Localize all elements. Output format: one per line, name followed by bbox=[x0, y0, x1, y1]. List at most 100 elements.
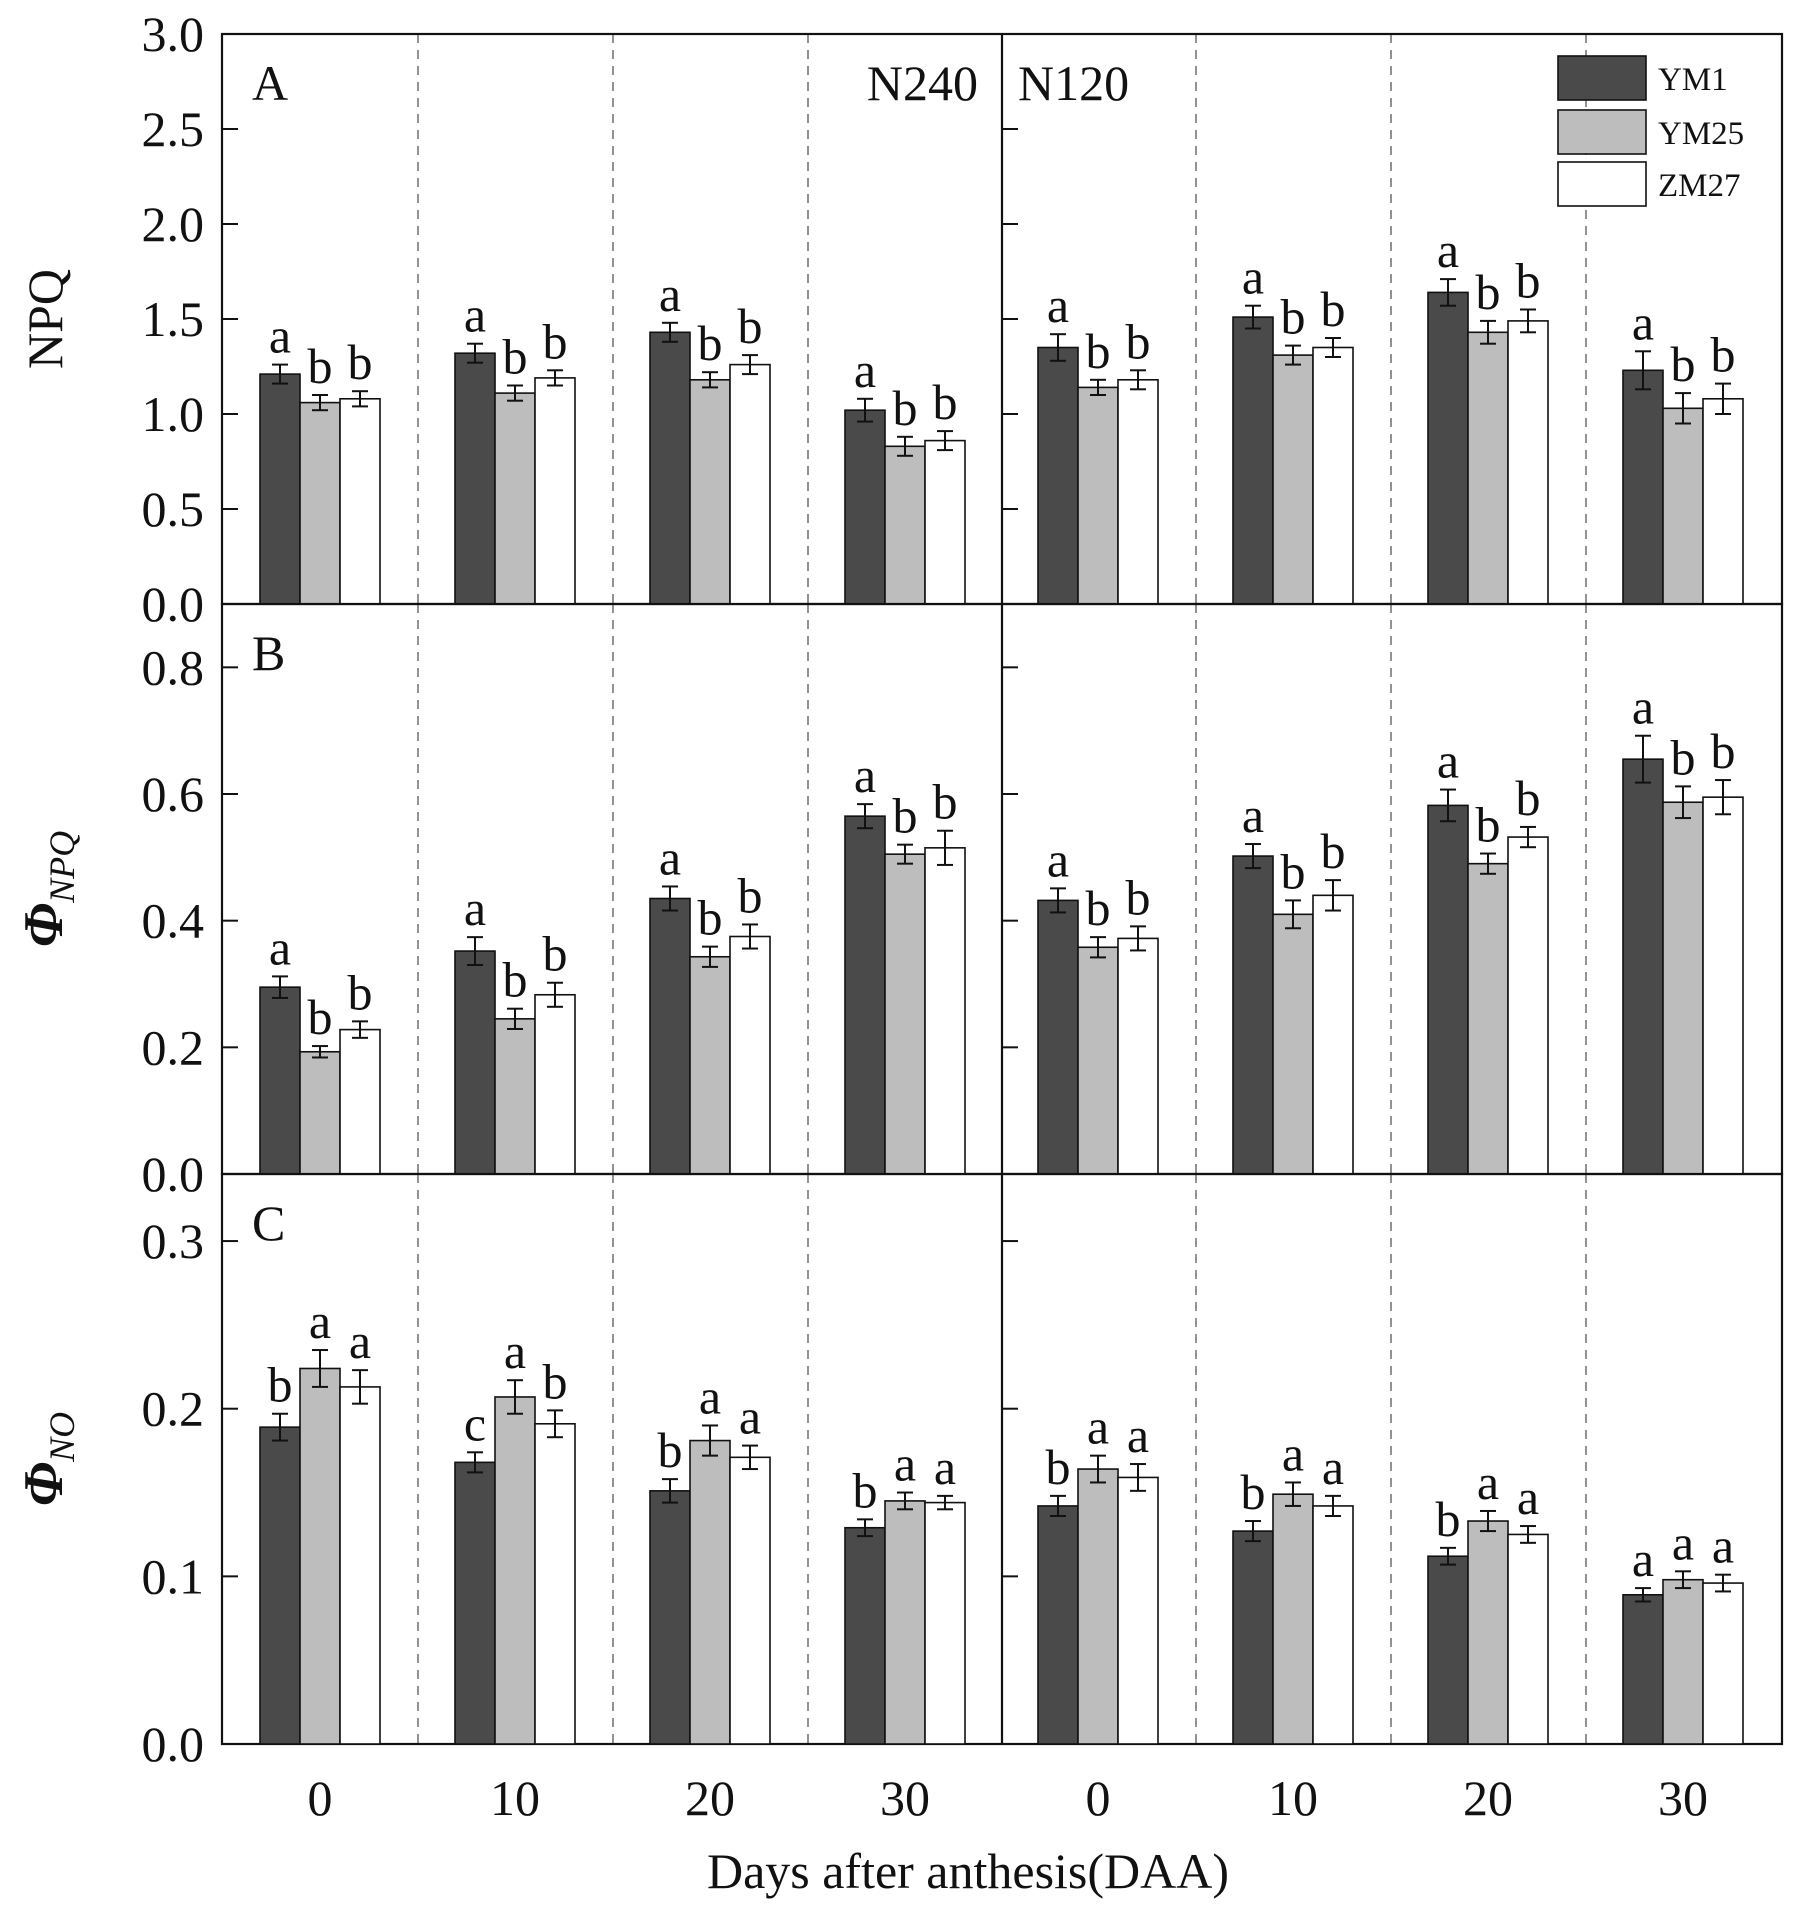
bar-group-n120-30: ab b bbox=[1622, 294, 1744, 605]
bar-zm27 bbox=[339, 397, 381, 605]
y-axis-title: ΦNPQ bbox=[13, 831, 82, 947]
significance-letter: b bbox=[853, 1462, 878, 1518]
bar-group-n120-0: ab b bbox=[1037, 277, 1159, 605]
significance-letter: a bbox=[659, 266, 681, 322]
significance-letter: a bbox=[1632, 1531, 1654, 1587]
bar-zm27 bbox=[339, 1386, 381, 1745]
significance-letter: b bbox=[308, 338, 333, 394]
bar-zm27 bbox=[534, 377, 576, 605]
bar-ym1 bbox=[1427, 291, 1469, 605]
legend-label-zm27: ZM27 bbox=[1658, 168, 1741, 204]
legend-label-ym1: YM1 bbox=[1658, 62, 1728, 98]
significance-letter: b bbox=[933, 374, 958, 430]
y-tick-label: 0.3 bbox=[142, 1213, 205, 1269]
significance-letter: a bbox=[269, 308, 291, 364]
bar-zm27 bbox=[1507, 320, 1549, 605]
y-tick-label: 0.4 bbox=[142, 893, 205, 949]
x-tick-label: 20 bbox=[685, 1770, 735, 1826]
significance-letter: b bbox=[1516, 770, 1541, 826]
significance-letter: a bbox=[1437, 222, 1459, 278]
significance-letter: a bbox=[1712, 1518, 1734, 1574]
significance-letter: a bbox=[699, 1368, 721, 1424]
y-tick-label: 3.0 bbox=[142, 6, 205, 62]
significance-letter: a bbox=[1322, 1439, 1344, 1495]
significance-letter: b bbox=[1476, 264, 1501, 320]
significance-letter: b bbox=[1281, 843, 1306, 899]
bar-group-n120-20: ab b bbox=[1427, 222, 1549, 605]
significance-letter: b bbox=[738, 867, 763, 923]
significance-letter: b bbox=[1281, 289, 1306, 345]
significance-letter: b bbox=[543, 926, 568, 982]
y-tick-label: 0.5 bbox=[142, 481, 205, 537]
significance-letter: b bbox=[348, 334, 373, 390]
significance-letter: a bbox=[659, 829, 681, 885]
bar-ym1 bbox=[649, 1490, 691, 1745]
significance-letter: b bbox=[1126, 313, 1151, 369]
x-tick-label: 10 bbox=[1268, 1770, 1318, 1826]
bar-group-n240-0: ab b bbox=[259, 919, 381, 1175]
bar-ym1 bbox=[1622, 369, 1664, 605]
y-axis-subscript: NPQ bbox=[42, 831, 82, 904]
bar-ym25 bbox=[1662, 801, 1704, 1175]
significance-letter: b bbox=[738, 298, 763, 354]
y-tick-label: 0.0 bbox=[142, 576, 205, 632]
bar-ym25 bbox=[689, 955, 731, 1175]
panel-letter: A bbox=[252, 55, 288, 111]
bar-group-n120-0: ba a bbox=[1037, 1399, 1159, 1745]
bar-ym1 bbox=[1622, 1593, 1664, 1745]
significance-letter: a bbox=[1087, 1399, 1109, 1455]
bar-ym25 bbox=[689, 1439, 731, 1745]
y-axis-symbol: Φ bbox=[13, 1462, 75, 1506]
y-axis-title: NPQ bbox=[17, 269, 73, 369]
significance-letter: a bbox=[1632, 294, 1654, 350]
bar-ym25 bbox=[1077, 386, 1119, 605]
legend-swatch-zm27 bbox=[1557, 161, 1647, 207]
bar-zm27 bbox=[1702, 1582, 1744, 1745]
bar-group-n240-10: cab bbox=[454, 1323, 576, 1745]
bar-ym1 bbox=[454, 352, 496, 605]
significance-letter: b bbox=[893, 788, 918, 844]
bar-ym25 bbox=[884, 853, 926, 1175]
legend-swatch-ym1 bbox=[1557, 55, 1647, 101]
y-axis-subscript: NO bbox=[42, 1412, 82, 1463]
bar-group-n120-10: ba a bbox=[1232, 1425, 1354, 1745]
bar-group-n120-10: ab b bbox=[1232, 787, 1354, 1175]
bar-ym1 bbox=[259, 986, 301, 1175]
bar-zm27 bbox=[1117, 378, 1159, 605]
significance-letter: b bbox=[933, 774, 958, 830]
significance-letter: a bbox=[309, 1293, 331, 1349]
bar-group-n120-10: ab b bbox=[1232, 249, 1354, 605]
significance-letter: a bbox=[1477, 1454, 1499, 1510]
panel-letter: C bbox=[252, 1195, 285, 1251]
significance-letter: b bbox=[543, 1353, 568, 1409]
significance-letter: a bbox=[1282, 1425, 1304, 1481]
bar-ym1 bbox=[844, 815, 886, 1175]
significance-letter: a bbox=[739, 1389, 761, 1445]
bar-zm27 bbox=[1312, 894, 1354, 1175]
significance-letter: a bbox=[1047, 277, 1069, 333]
y-tick-label: 0.1 bbox=[142, 1548, 205, 1604]
significance-letter: a bbox=[854, 342, 876, 398]
bar-ym1 bbox=[259, 373, 301, 605]
bar-ym1 bbox=[1232, 316, 1274, 605]
x-tick-label: 20 bbox=[1463, 1770, 1513, 1826]
significance-letter: a bbox=[349, 1313, 371, 1369]
bar-group-n240-20: ab b bbox=[649, 829, 771, 1175]
bar-ym1 bbox=[1232, 855, 1274, 1175]
legend: YM1 YM25 ZM27 bbox=[1557, 55, 1744, 207]
bar-ym1 bbox=[1427, 1555, 1469, 1745]
bar-ym25 bbox=[1272, 354, 1314, 605]
significance-letter: a bbox=[854, 747, 876, 803]
significance-letter: a bbox=[1437, 733, 1459, 789]
significance-letter: a bbox=[464, 880, 486, 936]
bar-zm27 bbox=[729, 1456, 771, 1745]
bar-ym25 bbox=[299, 401, 341, 605]
panel-letter: B bbox=[252, 625, 285, 681]
treatment-label-n120: N120 bbox=[1018, 55, 1129, 111]
y-axis-symbol: Φ bbox=[13, 903, 75, 947]
bar-zm27 bbox=[729, 363, 771, 605]
bar-group-n240-30: ab b bbox=[844, 747, 966, 1175]
significance-letter: b bbox=[1126, 869, 1151, 925]
